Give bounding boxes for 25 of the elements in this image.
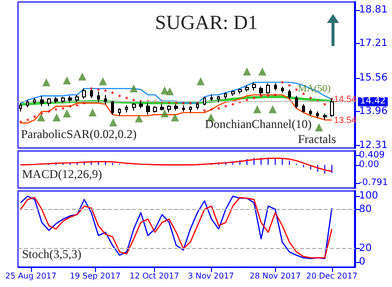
y-tick-label: 18.81	[359, 4, 388, 16]
annotation: MACD(12,26,9)	[22, 167, 102, 181]
annotation: ParabolicSAR(0.02,0.2)	[21, 127, 137, 141]
y-tick-label: 0.00	[359, 160, 380, 170]
y-tick-label: -0.791	[359, 178, 388, 188]
x-tick-label: 25 Aug 2017	[5, 272, 56, 280]
y-tick-label: 20	[359, 243, 372, 254]
y-tick-label: 0	[359, 256, 366, 268]
annotation: Stoch(3,5,3)	[22, 247, 82, 261]
text: SUGAR: D1	[155, 12, 258, 34]
y-tick-label: 17.21	[359, 38, 388, 50]
x-tick-label: 19 Sep 2017	[70, 272, 121, 280]
ref-line-label: 14.42	[360, 96, 386, 107]
x-tick-label: 3 Nov 2017	[188, 272, 234, 280]
y-tick-label: 15.56	[359, 72, 388, 84]
y-tick-label: 0.409	[359, 150, 386, 160]
annotation: DonchianChannel(10)	[205, 117, 312, 131]
y-tick-label: 13.96	[359, 106, 388, 117]
y-tick-label: 12.31	[359, 140, 388, 152]
y-tick-label: 80	[359, 204, 372, 215]
x-tick-label: 12 Oct 2017	[130, 272, 180, 280]
x-tick-label: 20 Dec 2017	[306, 272, 358, 280]
annotation: Fractals	[298, 132, 336, 146]
x-tick-label: 28 Nov 2017	[250, 272, 301, 280]
y-tick-label: 100	[359, 190, 378, 202]
